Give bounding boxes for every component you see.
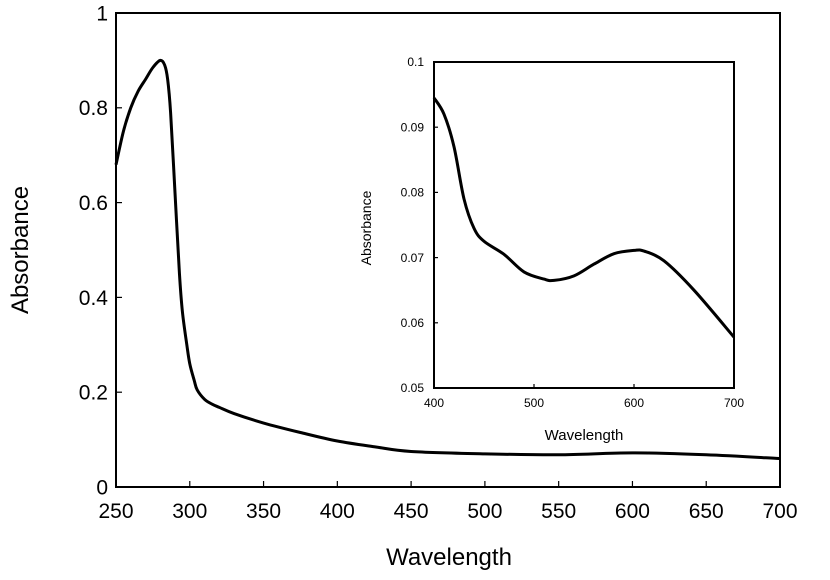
- inset-x-axis-label: Wavelength: [545, 427, 624, 444]
- x-tick-label: 600: [624, 396, 644, 410]
- main-y-axis-label: Absorbance: [7, 186, 34, 314]
- x-tick-label: 500: [524, 396, 544, 410]
- x-tick-label: 450: [394, 500, 429, 523]
- y-tick-label: 0.1: [407, 55, 424, 69]
- main-x-axis-label: Wavelength: [386, 544, 512, 571]
- y-tick-label: 0: [96, 476, 108, 499]
- x-tick-label: 350: [246, 500, 281, 523]
- absorbance-curve: [432, 97, 736, 339]
- y-tick-label: 0.2: [79, 382, 108, 405]
- x-tick-label: 650: [689, 500, 724, 523]
- y-tick-label: 0.8: [79, 97, 108, 120]
- x-tick-label: 550: [541, 500, 576, 523]
- absorbance-curve: [114, 58, 781, 461]
- main-plot: 250 300 350 400 450 500 550 600 650 700 0 0.2 0.4 0.6…: [79, 2, 798, 523]
- y-tick-label: 0.06: [401, 316, 425, 330]
- y-tick-label: 0.08: [401, 186, 425, 200]
- x-tick-label: 600: [615, 500, 650, 523]
- x-tick-label: 700: [762, 500, 797, 523]
- y-tick-label: 0.09: [401, 120, 425, 134]
- x-tick-label: 250: [98, 500, 133, 523]
- x-tick-label: 400: [424, 396, 444, 410]
- inset-y-axis-label: Absorbance: [358, 190, 374, 265]
- plot-frame: [433, 61, 735, 389]
- y-tick-label: 0.05: [401, 381, 425, 395]
- y-tick-label: 0.07: [401, 251, 425, 265]
- y-tick-label: 1: [96, 2, 108, 25]
- x-tick-label: 500: [467, 500, 502, 523]
- y-tick-label: 0.4: [79, 287, 109, 310]
- plot-frame: [115, 12, 781, 488]
- x-tick-label: 400: [320, 500, 355, 523]
- x-tick-label: 700: [724, 396, 744, 410]
- inset-plot: 400 500 600 700 0.05 0.06 0.07 0.08 0.09 0.1: [401, 55, 745, 410]
- x-tick-label: 300: [172, 500, 207, 523]
- y-tick-label: 0.6: [79, 192, 108, 215]
